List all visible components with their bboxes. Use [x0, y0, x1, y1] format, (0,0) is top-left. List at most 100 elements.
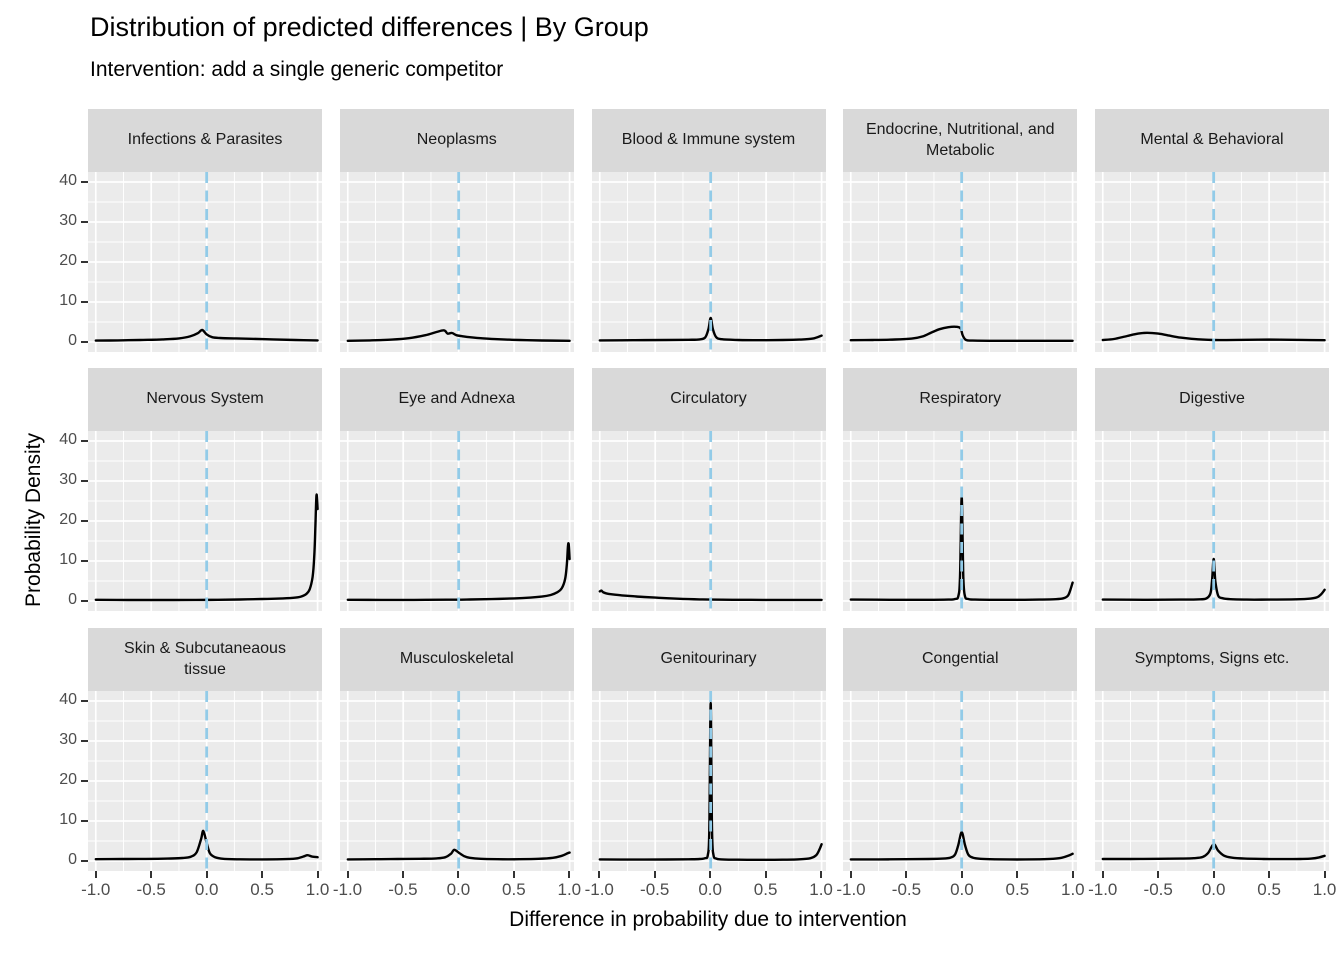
density-curve — [94, 493, 319, 602]
facet-panel: Mental & Behavioral — [1095, 109, 1329, 352]
density-plot-svg — [1095, 172, 1329, 352]
x-tick — [653, 871, 656, 878]
y-tick-label: 20 — [59, 511, 77, 528]
facet-panel: Neoplasms — [339, 109, 574, 352]
y-tick-label: 40 — [59, 691, 77, 708]
x-tick — [568, 871, 571, 878]
y-tick-label: 40 — [59, 172, 77, 189]
facet-panel: Nervous System — [88, 368, 322, 611]
x-tick — [905, 871, 908, 878]
density-plot — [339, 172, 574, 352]
x-tick-label: 0.5 — [502, 880, 526, 899]
gridlines — [339, 172, 574, 352]
x-tick-label: 0.0 — [1201, 880, 1226, 899]
y-tick-label: 30 — [59, 471, 77, 488]
facet-strip-label: Congential — [922, 650, 999, 668]
x-tick-label: 0.0 — [950, 880, 974, 899]
x-tick — [150, 871, 153, 878]
y-tick — [81, 221, 88, 223]
x-tick — [457, 871, 460, 878]
density-plot — [843, 431, 1078, 611]
x-tick — [820, 871, 823, 878]
facet-strip-label: Nervous System — [146, 390, 264, 408]
y-tick — [81, 480, 88, 482]
gridlines — [591, 431, 826, 611]
density-plot — [339, 431, 574, 611]
facet-strip-label: Blood & Immune system — [621, 131, 796, 149]
facet-strip-label: Circulatory — [670, 390, 747, 408]
x-tick-label: 1.0 — [1312, 880, 1337, 899]
density-curve — [346, 542, 571, 602]
gridlines — [843, 691, 1078, 871]
gridlines — [1095, 172, 1329, 352]
x-tick — [960, 871, 963, 878]
density-plot — [88, 172, 322, 352]
facet-strip: Genitourinary — [591, 628, 826, 691]
x-tick-label: -1.0 — [584, 880, 614, 899]
facet-strip: Blood & Immune system — [591, 109, 826, 172]
density-plot-svg — [88, 431, 322, 611]
facet-panel: Digestive — [1095, 368, 1329, 611]
x-tick — [205, 871, 208, 878]
density-plot-svg — [339, 172, 574, 352]
x-tick — [598, 871, 601, 878]
gridlines — [88, 691, 322, 871]
density-curve — [346, 848, 571, 861]
facet-panel: Symptoms, Signs etc. — [1095, 628, 1329, 871]
density-plot-svg — [843, 431, 1078, 611]
facet-strip-label: Skin & Subcutaneaous tissue — [124, 639, 286, 678]
y-tick-label: 40 — [59, 431, 77, 448]
facet-panel: Genitourinary — [591, 628, 826, 871]
density-curve — [598, 701, 823, 861]
gridlines — [1095, 431, 1329, 611]
y-tick — [81, 700, 88, 702]
x-axis-title: Difference in probability due to interve… — [509, 908, 907, 931]
density-plot-svg — [591, 172, 826, 352]
x-tick — [401, 871, 404, 878]
density-plot-svg — [591, 691, 826, 871]
gridlines — [88, 431, 322, 611]
facet-strip: Circulatory — [591, 368, 826, 431]
facet-panel: Musculoskeletal — [339, 628, 574, 871]
facet-strip-label: Symptoms, Signs etc. — [1134, 650, 1290, 668]
x-tick-label: -0.5 — [136, 880, 166, 899]
x-tick-label: -1.0 — [332, 880, 363, 899]
y-tick-label: 10 — [59, 551, 77, 568]
x-tick-label: 0.5 — [1257, 880, 1281, 899]
density-plot — [1095, 172, 1329, 352]
facet-strip-label: Digestive — [1179, 390, 1245, 408]
y-tick — [81, 820, 88, 822]
x-tick-label: 0.0 — [446, 880, 471, 899]
y-tick-label: 0 — [68, 851, 77, 868]
x-tick-label: 0.5 — [250, 880, 274, 899]
x-tick — [1212, 871, 1215, 878]
x-tick — [346, 871, 349, 878]
density-curve — [346, 329, 571, 342]
y-tick-label: 10 — [59, 292, 77, 309]
y-tick — [81, 600, 88, 602]
y-tick — [81, 440, 88, 442]
facet-panel: Infections & Parasites — [88, 109, 322, 352]
x-tick-label: -1.0 — [836, 880, 866, 899]
x-tick — [1323, 871, 1326, 878]
x-tick — [850, 871, 852, 878]
x-tick — [94, 871, 97, 878]
facet-panel: Endocrine, Nutritional, and Metabolic — [843, 109, 1078, 352]
facet-strip: Infections & Parasites — [88, 109, 322, 172]
facet-panel: Blood & Immune system — [591, 109, 826, 352]
y-tick-label: 0 — [68, 332, 77, 349]
facet-strip: Mental & Behavioral — [1095, 109, 1329, 172]
facet-strip-label: Infections & Parasites — [127, 131, 283, 149]
x-tick — [1268, 871, 1271, 878]
x-tick-label: 1.0 — [557, 880, 582, 899]
density-curve — [94, 328, 319, 342]
x-tick — [1101, 871, 1104, 878]
x-tick-label: 0.5 — [1005, 880, 1030, 899]
x-tick-label: -0.5 — [388, 880, 418, 899]
facet-strip-label: Neoplasms — [416, 131, 497, 149]
facet-strip: Respiratory — [843, 368, 1078, 431]
x-tick-label: -0.5 — [891, 880, 922, 899]
facet-panel: Eye and Adnexa — [339, 368, 574, 611]
y-tick-label: 30 — [59, 731, 77, 748]
